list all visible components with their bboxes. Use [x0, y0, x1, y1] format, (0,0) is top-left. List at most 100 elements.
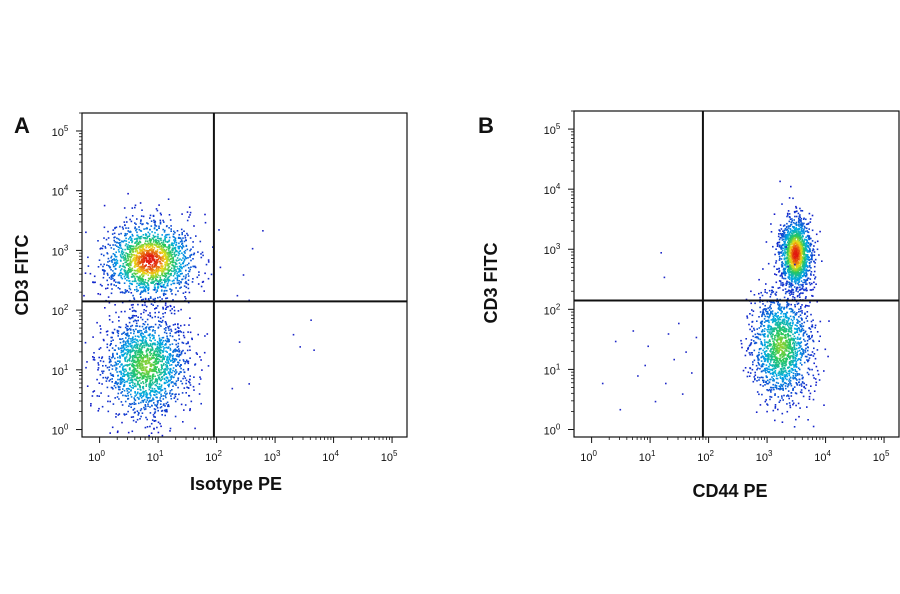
- event-dot: [788, 225, 791, 227]
- event-dot: [148, 370, 151, 373]
- event-dot: [123, 282, 126, 284]
- event-dot: [153, 262, 156, 265]
- event-dot: [140, 278, 142, 281]
- event-dot: [159, 252, 161, 255]
- event-dot: [119, 356, 121, 358]
- event-dot: [160, 364, 163, 366]
- event-dot: [787, 234, 789, 237]
- event-dot: [101, 372, 104, 374]
- event-dot: [154, 263, 156, 266]
- event-dot: [160, 425, 162, 428]
- event-dot: [782, 253, 784, 255]
- event-dot: [93, 352, 95, 354]
- event-dot: [124, 364, 127, 367]
- event-dot: [148, 272, 151, 274]
- event-dot: [783, 229, 786, 232]
- event-dot: [807, 234, 809, 237]
- event-dot: [127, 410, 129, 413]
- event-dot: [793, 246, 796, 248]
- event-dot: [204, 213, 206, 216]
- event-dot: [780, 251, 783, 254]
- event-dot: [778, 251, 780, 253]
- event-dot: [99, 331, 102, 334]
- event-dot: [799, 276, 802, 279]
- event-dot: [138, 348, 141, 351]
- event-dot: [99, 325, 101, 327]
- event-dot: [152, 238, 154, 240]
- event-dot: [800, 223, 803, 226]
- event-dot: [135, 343, 138, 345]
- event-dot: [798, 217, 800, 220]
- event-dot: [137, 353, 139, 356]
- plot-frame: [81, 112, 408, 438]
- event-dot: [130, 386, 133, 389]
- event-dot: [167, 264, 170, 266]
- event-dot: [111, 331, 114, 334]
- event-dot: [791, 226, 794, 228]
- event-dot: [145, 351, 148, 353]
- event-dot: [791, 253, 794, 255]
- event-dot: [142, 269, 145, 271]
- event-dot: [785, 245, 788, 247]
- event-dot: [792, 230, 794, 233]
- event-dot: [134, 392, 136, 394]
- event-dot: [151, 237, 154, 239]
- event-dot: [145, 331, 148, 333]
- event-dot: [133, 359, 136, 362]
- event-dot: [124, 248, 126, 251]
- event-dot: [135, 360, 137, 363]
- event-dot: [171, 371, 173, 374]
- event-dot: [156, 245, 158, 248]
- event-dot: [114, 254, 116, 257]
- event-dot: [127, 238, 130, 240]
- event-dot: [146, 418, 148, 421]
- event-dot: [134, 367, 136, 370]
- event-dot: [797, 261, 799, 263]
- event-dot: [142, 390, 145, 393]
- event-dot: [115, 367, 117, 369]
- event-dot: [111, 259, 114, 261]
- event-dot: [162, 279, 165, 281]
- event-dot: [803, 274, 805, 276]
- event-dot: [792, 257, 795, 260]
- event-dot: [108, 349, 111, 352]
- event-dot: [141, 399, 144, 402]
- event-dot: [147, 347, 149, 350]
- event-dot: [136, 237, 138, 240]
- event-dot: [125, 352, 127, 354]
- event-dot: [148, 334, 151, 337]
- event-dot: [816, 248, 819, 251]
- event-dot: [156, 407, 159, 409]
- event-dot: [167, 268, 169, 270]
- event-dot: [148, 328, 150, 331]
- event-dot: [155, 208, 158, 210]
- event-dot: [151, 346, 154, 349]
- event-dot: [115, 245, 118, 247]
- event-dot: [793, 268, 796, 270]
- event-dot: [189, 317, 191, 319]
- event-dot: [110, 278, 112, 280]
- event-dot: [146, 249, 148, 252]
- event-dot: [149, 425, 151, 428]
- event-dot: [794, 273, 797, 275]
- event-dot: [162, 312, 164, 315]
- y-tick-label: 100: [52, 423, 69, 438]
- event-dot: [198, 383, 201, 385]
- event-dot: [134, 260, 136, 262]
- event-dot: [142, 377, 145, 380]
- event-dot: [143, 366, 145, 368]
- event-dot: [193, 389, 195, 391]
- event-dot: [125, 337, 127, 339]
- event-dot: [139, 354, 142, 357]
- event-dot: [149, 263, 152, 266]
- event-dot: [153, 247, 156, 249]
- event-dot: [788, 275, 790, 278]
- event-dot: [793, 286, 796, 288]
- event-dot: [172, 357, 174, 360]
- event-dot: [189, 249, 191, 252]
- event-dot: [159, 269, 161, 271]
- event-dot: [794, 228, 797, 230]
- event-dot: [139, 344, 141, 347]
- event-dot: [155, 291, 157, 294]
- event-dot: [120, 256, 123, 259]
